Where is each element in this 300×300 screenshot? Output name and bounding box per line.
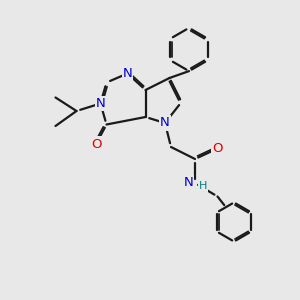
Text: N: N: [123, 67, 132, 80]
Text: N: N: [160, 116, 170, 130]
Text: N: N: [184, 176, 193, 190]
Text: O: O: [91, 137, 101, 151]
Text: N: N: [96, 97, 105, 110]
Text: O: O: [212, 142, 223, 155]
Text: H: H: [199, 181, 208, 191]
